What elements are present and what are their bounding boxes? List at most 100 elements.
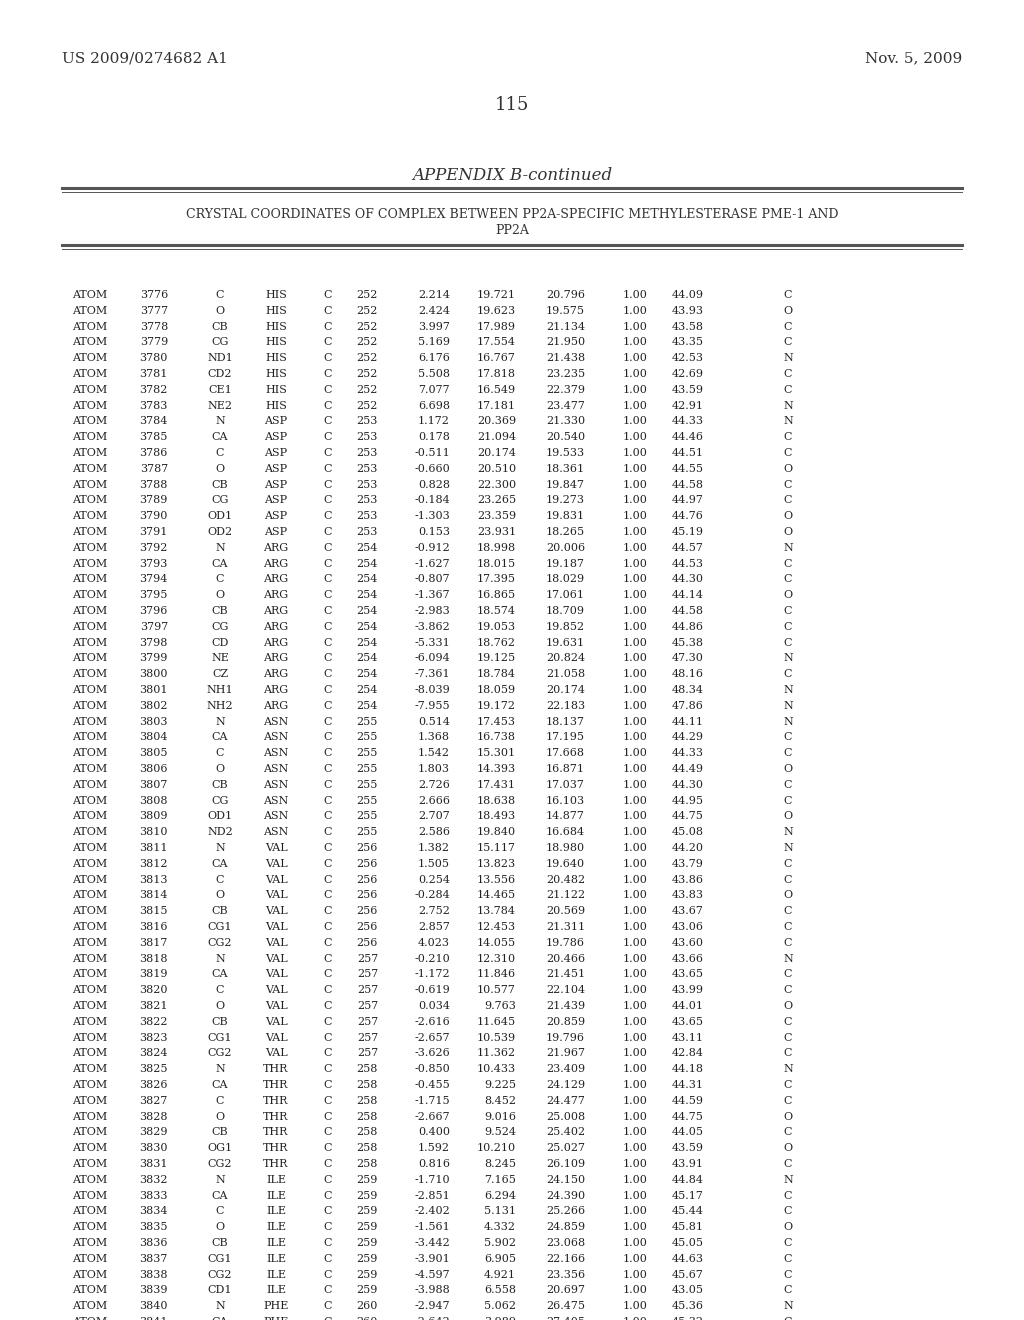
Text: 2.857: 2.857 — [418, 921, 450, 932]
Text: 10.433: 10.433 — [477, 1064, 516, 1074]
Text: THR: THR — [263, 1143, 289, 1154]
Text: 25.008: 25.008 — [546, 1111, 585, 1122]
Text: 1.00: 1.00 — [624, 338, 648, 347]
Text: N: N — [783, 685, 793, 696]
Text: 1.00: 1.00 — [624, 653, 648, 664]
Text: C: C — [783, 1317, 793, 1320]
Text: C: C — [783, 748, 793, 758]
Text: 17.818: 17.818 — [477, 370, 516, 379]
Text: -2.642: -2.642 — [415, 1317, 450, 1320]
Text: 45.36: 45.36 — [672, 1302, 705, 1311]
Text: 44.75: 44.75 — [672, 1111, 705, 1122]
Text: ARG: ARG — [263, 574, 289, 585]
Text: ATOM: ATOM — [72, 322, 108, 331]
Text: ATOM: ATOM — [72, 527, 108, 537]
Text: 18.709: 18.709 — [546, 606, 585, 616]
Text: N: N — [783, 717, 793, 726]
Text: 25.402: 25.402 — [546, 1127, 585, 1138]
Text: C: C — [324, 543, 332, 553]
Text: C: C — [324, 479, 332, 490]
Text: C: C — [324, 338, 332, 347]
Text: C: C — [324, 1016, 332, 1027]
Text: 254: 254 — [356, 701, 378, 710]
Text: 1.00: 1.00 — [624, 701, 648, 710]
Text: ASP: ASP — [264, 447, 288, 458]
Text: 1.00: 1.00 — [624, 796, 648, 805]
Text: 12.310: 12.310 — [477, 953, 516, 964]
Text: HIS: HIS — [265, 400, 287, 411]
Text: ATOM: ATOM — [72, 432, 108, 442]
Text: 1.00: 1.00 — [624, 764, 648, 774]
Text: 115: 115 — [495, 96, 529, 114]
Text: 22.166: 22.166 — [546, 1254, 585, 1263]
Text: -0.807: -0.807 — [415, 574, 450, 585]
Text: N: N — [783, 416, 793, 426]
Text: ILE: ILE — [266, 1175, 286, 1185]
Text: 18.784: 18.784 — [477, 669, 516, 680]
Text: 252: 252 — [356, 400, 378, 411]
Text: 17.668: 17.668 — [546, 748, 585, 758]
Text: 44.30: 44.30 — [672, 574, 705, 585]
Text: ATOM: ATOM — [72, 1270, 108, 1279]
Text: APPENDIX B-continued: APPENDIX B-continued — [412, 166, 612, 183]
Text: ATOM: ATOM — [72, 1317, 108, 1320]
Text: ATOM: ATOM — [72, 1238, 108, 1247]
Text: 3839: 3839 — [139, 1286, 168, 1295]
Text: CA: CA — [212, 969, 228, 979]
Text: 3824: 3824 — [139, 1048, 168, 1059]
Text: 1.00: 1.00 — [624, 1222, 648, 1232]
Text: 42.91: 42.91 — [672, 400, 705, 411]
Text: CD: CD — [211, 638, 228, 648]
Text: 254: 254 — [356, 653, 378, 664]
Text: 1.505: 1.505 — [418, 859, 450, 869]
Text: 22.379: 22.379 — [546, 385, 585, 395]
Text: 44.14: 44.14 — [672, 590, 705, 601]
Text: ARG: ARG — [263, 701, 289, 710]
Text: 16.103: 16.103 — [546, 796, 585, 805]
Text: 3807: 3807 — [139, 780, 168, 789]
Text: ATOM: ATOM — [72, 780, 108, 789]
Text: 259: 259 — [356, 1206, 378, 1217]
Text: 18.015: 18.015 — [477, 558, 516, 569]
Text: 3806: 3806 — [139, 764, 168, 774]
Text: 44.33: 44.33 — [672, 748, 705, 758]
Text: C: C — [783, 1159, 793, 1170]
Text: ATOM: ATOM — [72, 1159, 108, 1170]
Text: 21.134: 21.134 — [546, 322, 585, 331]
Text: 3838: 3838 — [139, 1270, 168, 1279]
Text: C: C — [783, 338, 793, 347]
Text: 3821: 3821 — [139, 1001, 168, 1011]
Text: CA: CA — [212, 1080, 228, 1090]
Text: CA: CA — [212, 432, 228, 442]
Text: 18.574: 18.574 — [477, 606, 516, 616]
Text: CG2: CG2 — [208, 1048, 232, 1059]
Text: 1.00: 1.00 — [624, 780, 648, 789]
Text: 256: 256 — [356, 937, 378, 948]
Text: C: C — [324, 653, 332, 664]
Text: C: C — [324, 1159, 332, 1170]
Text: 16.767: 16.767 — [477, 354, 516, 363]
Text: 3837: 3837 — [139, 1254, 168, 1263]
Text: 44.53: 44.53 — [672, 558, 705, 569]
Text: ILE: ILE — [266, 1254, 286, 1263]
Text: 3808: 3808 — [139, 796, 168, 805]
Text: C: C — [783, 1238, 793, 1247]
Text: 1.00: 1.00 — [624, 812, 648, 821]
Text: 4.332: 4.332 — [484, 1222, 516, 1232]
Text: O: O — [783, 812, 793, 821]
Text: 45.32: 45.32 — [672, 1317, 705, 1320]
Text: N: N — [783, 701, 793, 710]
Text: HIS: HIS — [265, 385, 287, 395]
Text: 3816: 3816 — [139, 921, 168, 932]
Text: 48.34: 48.34 — [672, 685, 705, 696]
Text: 3794: 3794 — [139, 574, 168, 585]
Text: 258: 258 — [356, 1096, 378, 1106]
Text: 17.395: 17.395 — [477, 574, 516, 585]
Text: C: C — [324, 432, 332, 442]
Text: 0.514: 0.514 — [418, 717, 450, 726]
Text: 19.187: 19.187 — [546, 558, 585, 569]
Text: 23.068: 23.068 — [546, 1238, 585, 1247]
Text: 42.53: 42.53 — [672, 354, 705, 363]
Text: C: C — [324, 1254, 332, 1263]
Text: O: O — [783, 306, 793, 315]
